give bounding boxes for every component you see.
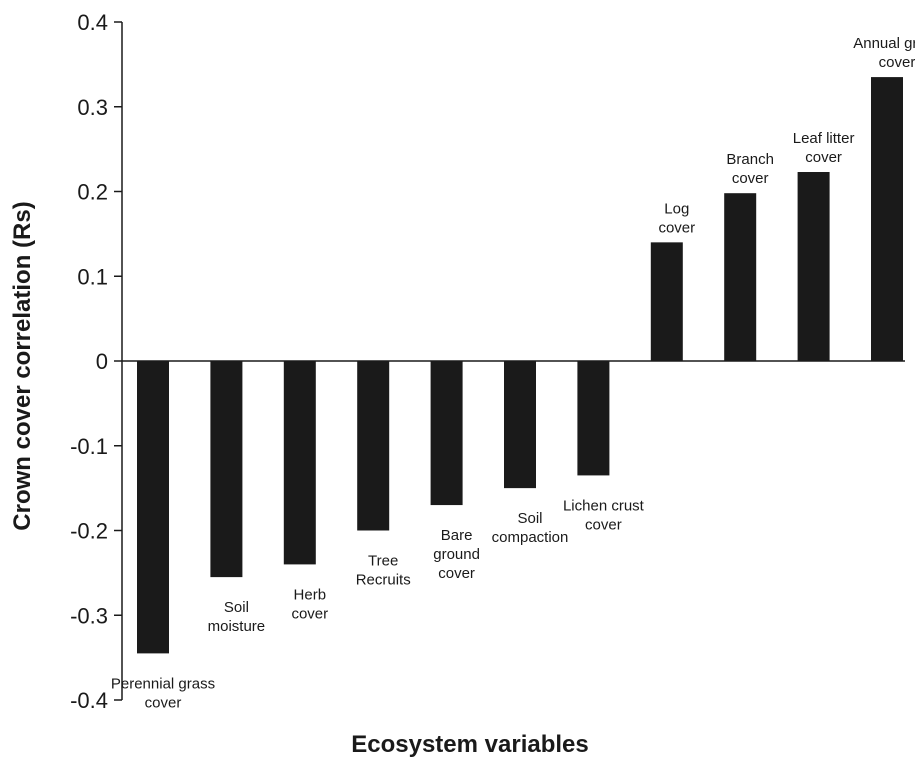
category-label-line: cover (658, 219, 695, 236)
y-tick-label: -0.3 (70, 603, 108, 628)
category-label-line: Log (664, 200, 689, 217)
y-tick-label: 0.3 (77, 95, 108, 120)
category-label-line: Branch (726, 151, 774, 168)
category-label-line: Leaf litter (793, 130, 855, 147)
category-label-line: cover (438, 565, 475, 582)
category-label: Herb cover (291, 586, 328, 622)
y-ticks: 0.4 0.3 0.2 0.1 0 -0.1 -0.2 -0.3 -0.4 (70, 10, 122, 713)
y-tick-label: -0.1 (70, 434, 108, 459)
y-tick-label: -0.4 (70, 688, 108, 713)
category-label-line: moisture (208, 618, 266, 635)
category-label-line: cover (291, 605, 328, 622)
bar (430, 361, 463, 506)
y-tick-label: 0.1 (77, 264, 108, 289)
y-tick-label: -0.2 (70, 519, 108, 544)
category-label-line: compaction (492, 529, 569, 546)
y-axis-title: Crown cover correlation (Rs) (9, 201, 36, 530)
category-label: Annual grass cover (853, 35, 915, 71)
category-label: Soil moisture (208, 599, 266, 635)
category-label-line: cover (879, 54, 915, 71)
category-label-line: Bare (441, 527, 473, 544)
bar (871, 77, 903, 362)
category-label-line: Soil (517, 510, 542, 527)
category-label-line: cover (805, 149, 842, 166)
bar (504, 361, 536, 489)
bar (797, 172, 830, 361)
y-tick-label: 0 (96, 349, 108, 374)
category-label-line: cover (585, 516, 622, 533)
bar (650, 242, 683, 361)
category-label: Log cover (658, 200, 695, 236)
category-label-line: cover (145, 694, 182, 711)
category-label: Soil compaction (492, 510, 569, 546)
category-label: Perennial grass cover (111, 675, 215, 711)
category-label: Bare ground cover (433, 527, 480, 582)
bar (577, 361, 610, 476)
bar (137, 361, 169, 654)
y-tick-label: 0.2 (77, 180, 108, 205)
x-axis-title: Ecosystem variables (351, 731, 588, 758)
category-label: Lichen crust cover (563, 497, 645, 533)
bar (210, 361, 243, 578)
bars (137, 77, 903, 654)
category-label-line: cover (732, 170, 769, 187)
category-label-line: ground (433, 546, 480, 563)
category-label: Tree Recruits (356, 553, 411, 589)
category-label: Leaf litter cover (793, 130, 855, 166)
category-label: Branch cover (726, 151, 774, 187)
category-label-line: Recruits (356, 572, 411, 589)
category-labels: Perennial grass cover Soil moisture Herb cove… (111, 35, 915, 711)
y-tick-label: 0.4 (77, 10, 108, 35)
category-label-line: Herb (294, 586, 327, 603)
bar (724, 193, 757, 361)
category-label-line: Tree (368, 553, 398, 570)
category-label-line: Annual grass (853, 35, 915, 52)
category-label-line: Lichen crust (563, 497, 645, 514)
category-label-line: Perennial grass (111, 675, 215, 692)
bar (283, 361, 316, 565)
category-label-line: Soil (224, 599, 249, 616)
bar (357, 361, 390, 531)
